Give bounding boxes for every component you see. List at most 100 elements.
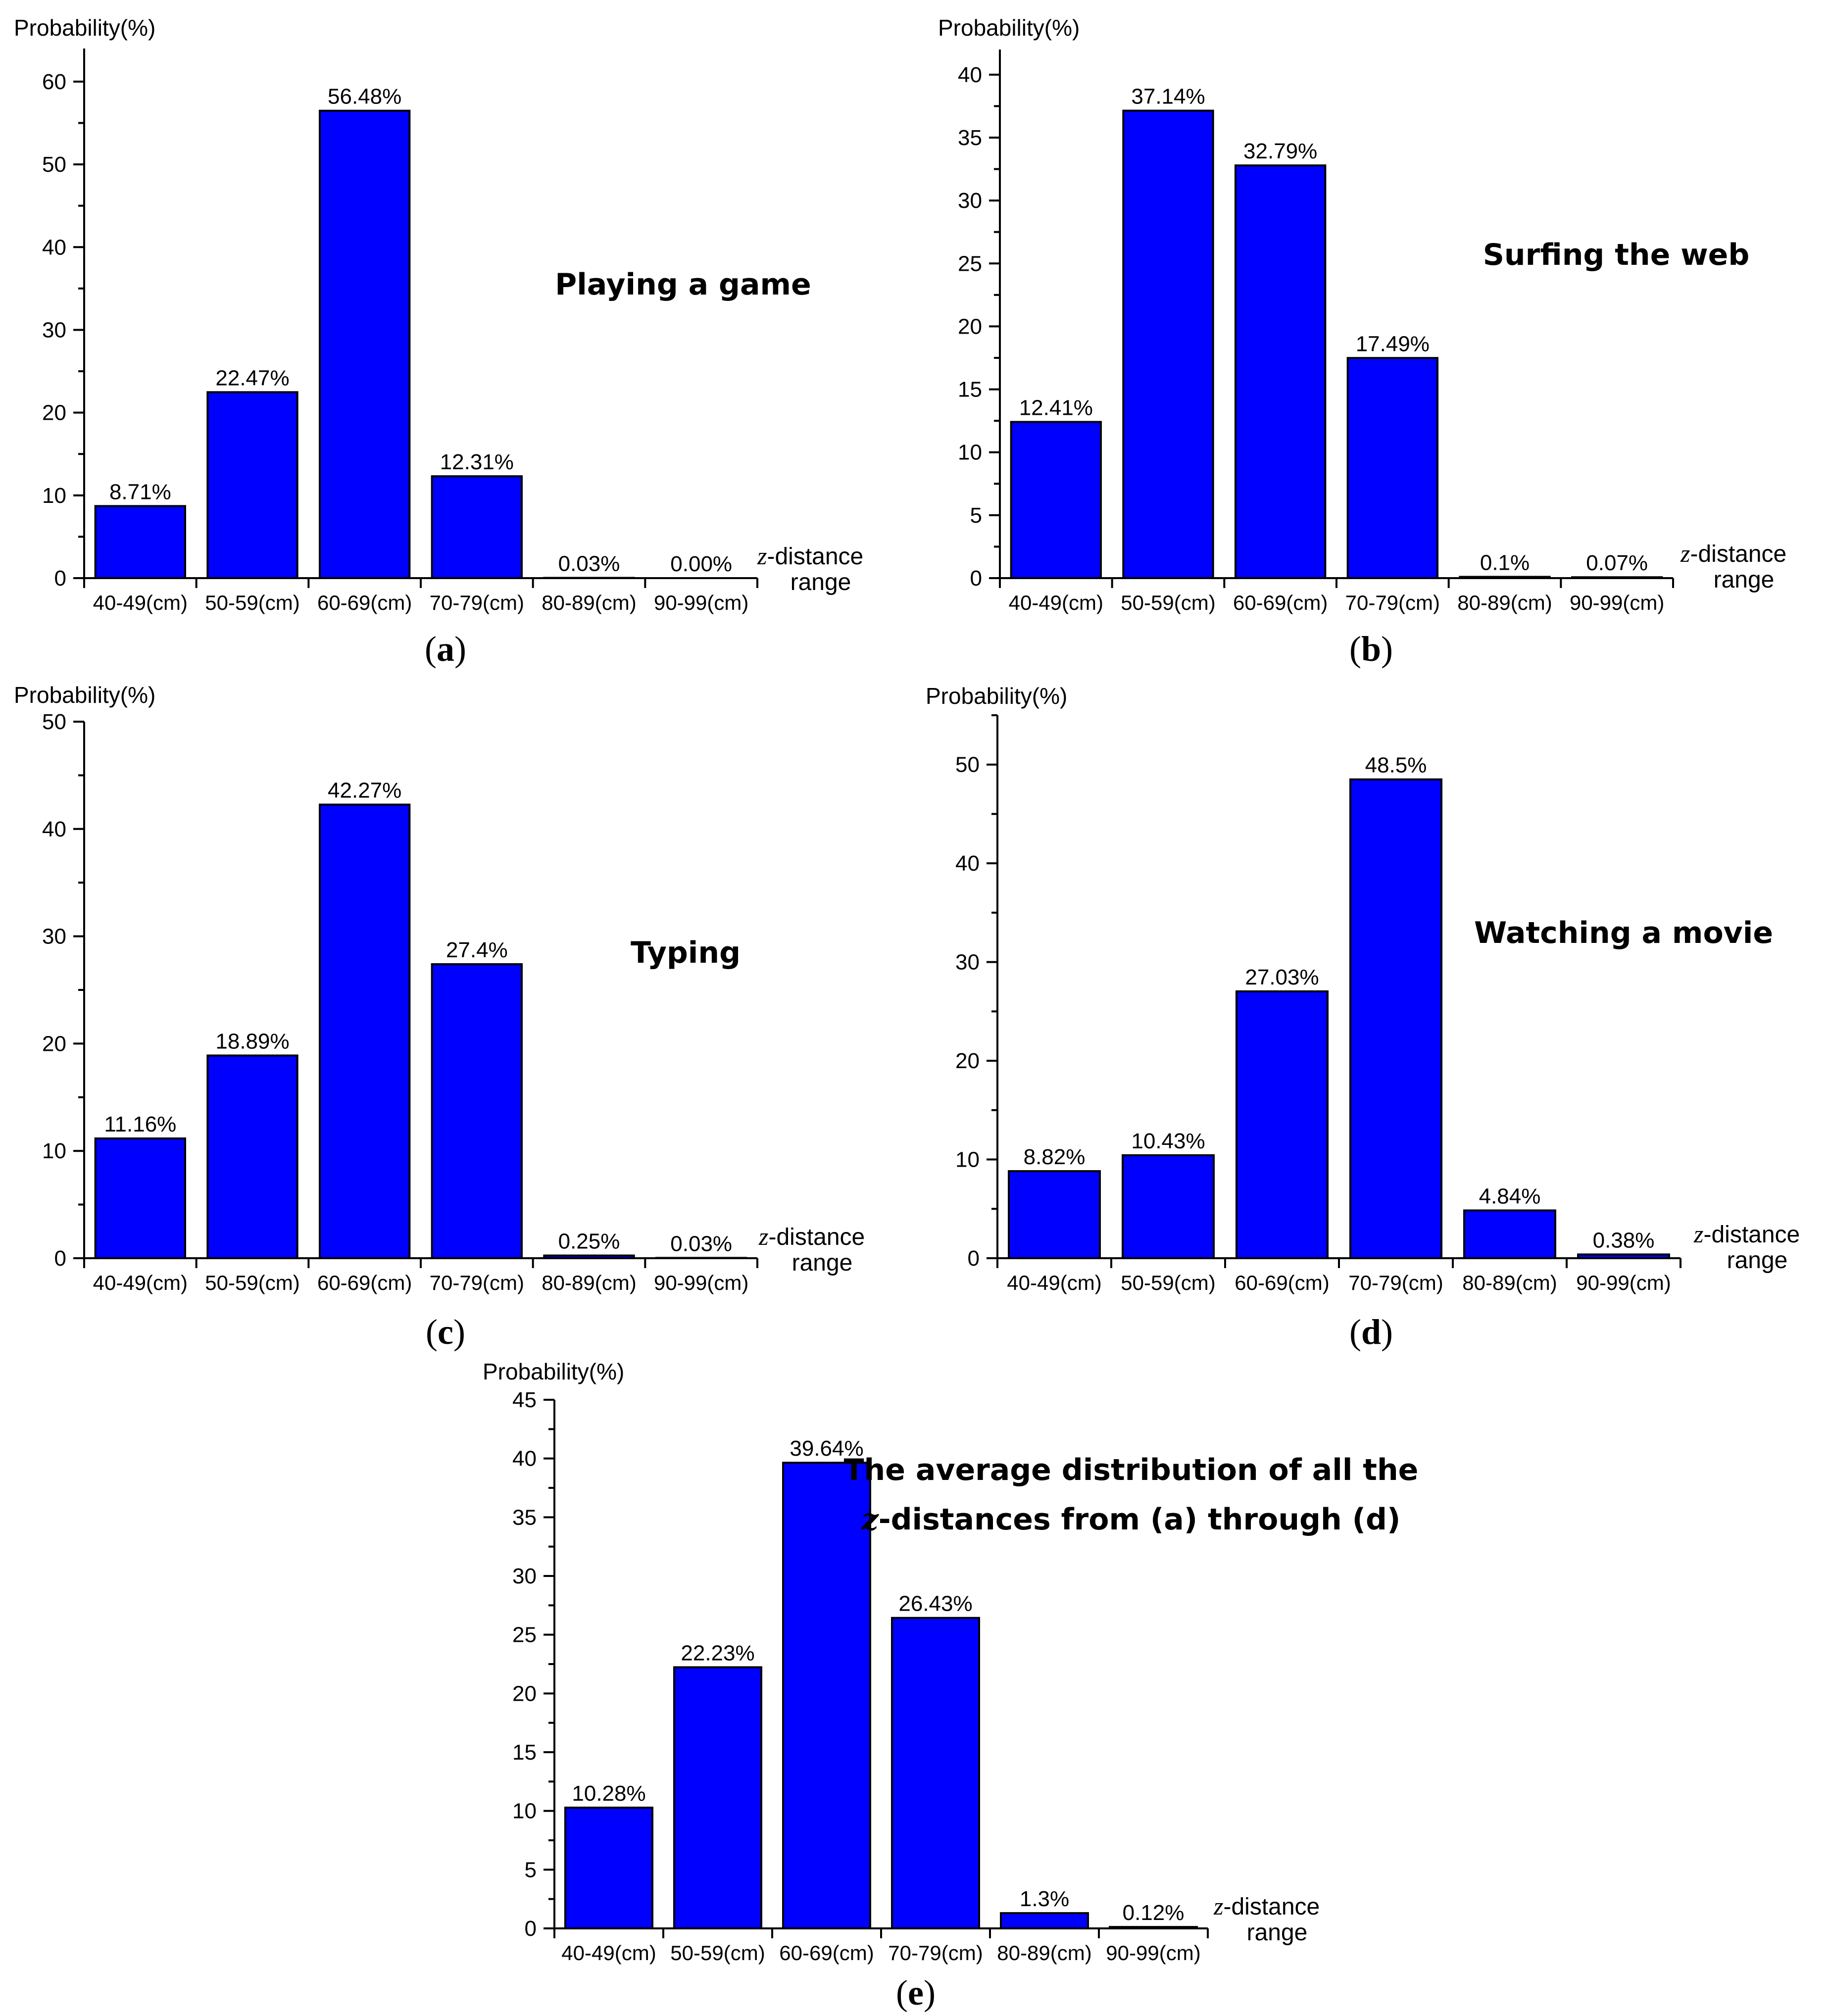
bar-value-label: 39.64% bbox=[790, 1436, 863, 1461]
bar-6069cm bbox=[1235, 164, 1327, 579]
x-category-label: 70-79(cm) bbox=[430, 591, 524, 614]
bar-value-label: 10.28% bbox=[572, 1781, 645, 1806]
x-axis-label-line2: range bbox=[1727, 1247, 1788, 1274]
bar-value-label: 4.84% bbox=[1479, 1184, 1541, 1208]
y-tick-label: 15 bbox=[958, 378, 982, 402]
bar-7079cm bbox=[431, 963, 523, 1259]
y-tick-label: 45 bbox=[512, 1388, 537, 1412]
y-tick-label: 35 bbox=[512, 1505, 537, 1529]
chart-title-line2: z-distances from (a) through (d) bbox=[861, 1502, 1401, 1537]
x-category-label: 40-49(cm) bbox=[1009, 591, 1103, 614]
bar-value-label: 8.82% bbox=[1024, 1145, 1086, 1169]
chart-title: The average distribution of all the bbox=[844, 1453, 1419, 1487]
y-tick-label: 40 bbox=[955, 851, 980, 876]
y-tick-label: 25 bbox=[512, 1623, 537, 1647]
bar-6069cm bbox=[319, 803, 411, 1259]
x-axis-label-line2: range bbox=[1714, 567, 1775, 593]
x-axis-label-variable: z bbox=[1693, 1220, 1703, 1248]
chart-title-line2-text: -distances from (a) through (d) bbox=[879, 1502, 1401, 1537]
x-axis-label-text: -distance bbox=[767, 543, 863, 570]
bar-7079cm bbox=[431, 475, 523, 580]
bar-9099cm bbox=[1109, 1926, 1198, 1930]
x-category-label: 90-99(cm) bbox=[1106, 1941, 1200, 1965]
y-tick-label: 10 bbox=[42, 484, 66, 508]
bar-value-label: 0.03% bbox=[558, 551, 620, 576]
bar-4049cm bbox=[94, 1137, 186, 1260]
bar-7079cm bbox=[1346, 357, 1439, 579]
bar-6069cm bbox=[782, 1462, 871, 1929]
x-axis-label-variable: z bbox=[1680, 540, 1690, 567]
x-axis-label: z-distance bbox=[757, 542, 863, 570]
x-category-label: 90-99(cm) bbox=[1576, 1271, 1671, 1294]
bar-5059cm bbox=[206, 1054, 298, 1260]
y-tick-label: 0 bbox=[525, 1917, 537, 1941]
chart-panel-b: 0 5 10 15 20 25 30 35 40 12.41% 40-49(cm) 37.14% 50-… bbox=[938, 15, 1786, 669]
bar-value-label: 48.5% bbox=[1365, 753, 1427, 778]
chart-panel-d: 0 10 20 30 40 50 8.82% 40-49(cm) 10.43% 50-59(cm)… bbox=[926, 683, 1800, 1352]
chart-panel-c: 0 10 20 30 40 50 11.16% 40-49(cm) 18.89% 50-59(cm… bbox=[14, 682, 865, 1352]
x-category-label: 90-99(cm) bbox=[1570, 591, 1664, 614]
y-tick-label: 50 bbox=[955, 753, 980, 777]
bar-value-label: 0.12% bbox=[1123, 1901, 1185, 1925]
bar-value-label: 0.00% bbox=[670, 552, 732, 576]
x-category-label: 60-69(cm) bbox=[317, 1271, 412, 1294]
y-tick-label: 0 bbox=[968, 1246, 980, 1271]
bar-value-label: 26.43% bbox=[898, 1592, 972, 1616]
bar-8089cm bbox=[1463, 1209, 1556, 1260]
bar-6069cm bbox=[1236, 990, 1329, 1259]
bar-value-label: 1.3% bbox=[1020, 1887, 1069, 1911]
bar-8089cm bbox=[543, 1254, 635, 1260]
y-tick-label: 0 bbox=[970, 566, 982, 590]
y-tick-label: 30 bbox=[512, 1564, 537, 1588]
bar-value-label: 18.89% bbox=[215, 1029, 289, 1053]
chart-title: Surfing the web bbox=[1483, 238, 1750, 272]
x-axis-label-variable: z bbox=[1213, 1892, 1223, 1920]
y-tick-label: 30 bbox=[955, 950, 980, 975]
bar-value-label: 0.38% bbox=[1593, 1228, 1655, 1252]
bar-8089cm bbox=[1459, 576, 1551, 580]
x-category-label: 50-59(cm) bbox=[205, 1271, 299, 1294]
x-category-label: 50-59(cm) bbox=[670, 1941, 765, 1965]
y-tick-label: 60 bbox=[42, 70, 66, 94]
x-category-label: 60-69(cm) bbox=[317, 591, 412, 614]
bar-value-label: 12.41% bbox=[1019, 395, 1093, 420]
x-category-label: 60-69(cm) bbox=[1233, 591, 1328, 614]
bar-value-label: 0.1% bbox=[1480, 550, 1530, 575]
y-tick-label: 40 bbox=[512, 1447, 537, 1471]
chart-title: Playing a game bbox=[555, 267, 811, 302]
bar-value-label: 22.47% bbox=[215, 366, 289, 390]
y-tick-label: 20 bbox=[955, 1049, 980, 1073]
bar-9099cm bbox=[1571, 576, 1663, 579]
x-category-label: 70-79(cm) bbox=[1348, 1271, 1443, 1294]
x-axis-label: z-distance bbox=[1680, 540, 1786, 567]
bar-value-label: 8.71% bbox=[109, 480, 171, 504]
bar-value-label: 0.03% bbox=[670, 1231, 732, 1256]
panel-label: (d) bbox=[1349, 1312, 1393, 1352]
bar-value-label: 12.31% bbox=[440, 450, 514, 474]
x-category-label: 90-99(cm) bbox=[654, 591, 748, 614]
y-tick-label: 30 bbox=[958, 189, 982, 213]
y-tick-label: 50 bbox=[42, 710, 66, 734]
panel-label: (b) bbox=[1349, 629, 1393, 669]
x-category-label: 60-69(cm) bbox=[1235, 1271, 1329, 1294]
x-category-label: 70-79(cm) bbox=[430, 1271, 524, 1294]
bar-value-label: 0.25% bbox=[558, 1229, 620, 1254]
bar-8089cm bbox=[1000, 1912, 1089, 1930]
y-tick-label: 20 bbox=[958, 314, 982, 339]
y-tick-label: 10 bbox=[512, 1799, 537, 1823]
bar-4049cm bbox=[94, 505, 186, 580]
x-category-label: 50-59(cm) bbox=[1121, 1271, 1215, 1294]
x-axis-label-line2: range bbox=[792, 1250, 853, 1276]
y-tick-label: 10 bbox=[955, 1148, 980, 1172]
bar-value-label: 27.4% bbox=[446, 938, 508, 962]
y-tick-label: 40 bbox=[42, 817, 66, 841]
y-tick-label: 30 bbox=[42, 318, 66, 342]
x-category-label: 80-89(cm) bbox=[1457, 591, 1552, 614]
x-axis-label-line2: range bbox=[791, 569, 851, 595]
y-tick-label: 35 bbox=[958, 126, 982, 150]
y-axis-label: Probability(%) bbox=[926, 683, 1067, 709]
bar-value-label: 42.27% bbox=[328, 779, 401, 803]
bar-4049cm bbox=[1008, 1170, 1101, 1259]
y-tick-label: 20 bbox=[512, 1681, 537, 1706]
